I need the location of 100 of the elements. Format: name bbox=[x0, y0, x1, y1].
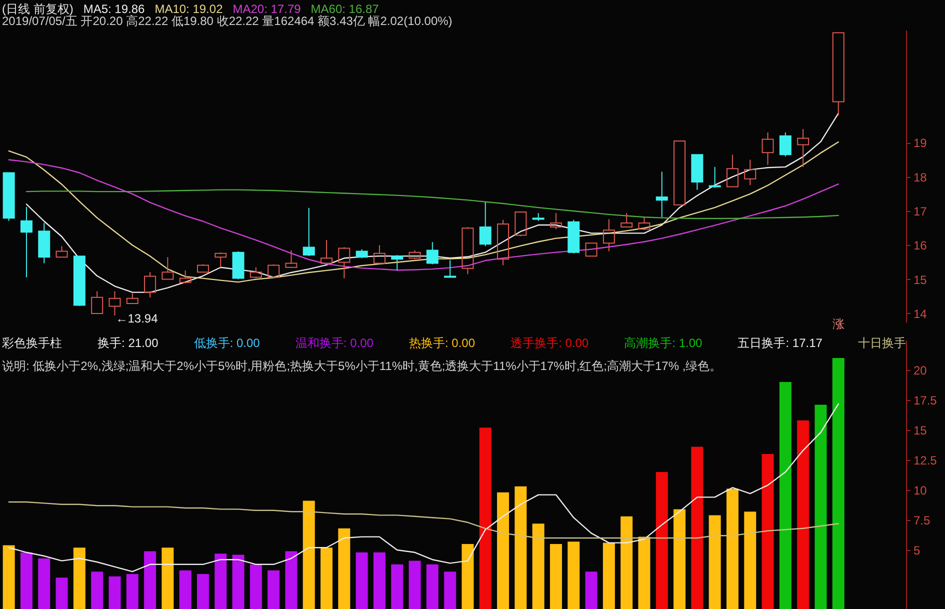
candlestick bbox=[620, 212, 633, 228]
candlestick bbox=[762, 132, 774, 166]
bar bbox=[20, 552, 32, 609]
bar bbox=[214, 554, 227, 609]
bar bbox=[620, 516, 633, 609]
text: 说明: 低换小于2%,浅绿;温和大于2%小于5%时,用粉色;热换大于5%小于11%时,黄色;透换大于11%小于17%时,红色;高潮大于17% ,绿色。 bbox=[2, 359, 722, 373]
bar bbox=[762, 454, 774, 609]
candlestick bbox=[126, 292, 138, 304]
text: MA10: 19.02 bbox=[154, 2, 224, 16]
bar bbox=[674, 509, 686, 609]
bar bbox=[585, 572, 598, 609]
text: 透手换手: 0.00 bbox=[510, 336, 589, 350]
y-tick-label: 14 bbox=[914, 306, 928, 321]
text: 热换手: 0.00 bbox=[408, 336, 476, 350]
bar bbox=[479, 428, 492, 609]
candlestick bbox=[674, 140, 686, 206]
y-tick-label: 15 bbox=[914, 424, 928, 438]
candlestick bbox=[832, 32, 844, 116]
bar bbox=[250, 564, 262, 609]
y-tick-label: 20 bbox=[914, 364, 928, 378]
bar bbox=[2, 545, 15, 609]
candlestick bbox=[602, 218, 615, 252]
bar bbox=[408, 560, 421, 609]
legend-label: 低换手: 0.00 bbox=[194, 336, 260, 350]
bar bbox=[444, 572, 456, 609]
bar bbox=[162, 548, 174, 609]
y-tick-label: 18 bbox=[914, 170, 928, 184]
text: MA20: 17.79 bbox=[232, 2, 302, 16]
y-tick-label: 19 bbox=[914, 136, 928, 150]
bar bbox=[708, 515, 721, 609]
candlestick bbox=[285, 250, 298, 268]
line-series bbox=[26, 112, 839, 293]
y-tick-label: 17 bbox=[914, 204, 928, 219]
bar bbox=[832, 358, 844, 609]
bar bbox=[320, 548, 333, 609]
line-series bbox=[8, 501, 839, 539]
candlestick bbox=[726, 154, 738, 188]
bar bbox=[462, 544, 474, 609]
bar bbox=[144, 551, 156, 609]
bar bbox=[108, 576, 121, 609]
y-tick-label: 5 bbox=[914, 544, 920, 558]
text: 十日换手 bbox=[858, 336, 906, 350]
bar bbox=[779, 382, 792, 609]
chart-title: (日线 前复权) bbox=[2, 2, 74, 16]
candlestick bbox=[656, 171, 668, 218]
candlestick bbox=[20, 206, 32, 278]
y-tick-label: 17.5 bbox=[914, 394, 938, 408]
y-tick-label: 16 bbox=[914, 238, 928, 253]
bar bbox=[179, 570, 192, 609]
bar bbox=[568, 542, 580, 609]
candlestick bbox=[56, 246, 68, 258]
bar bbox=[532, 524, 544, 609]
bar bbox=[691, 446, 704, 609]
bar bbox=[302, 500, 315, 609]
text: MA5: 19.86 bbox=[83, 2, 146, 16]
bar bbox=[514, 486, 527, 609]
text: 五日换手: 17.17 bbox=[738, 336, 823, 350]
bar bbox=[550, 544, 562, 609]
candlestick bbox=[444, 260, 456, 278]
bar bbox=[285, 551, 298, 609]
bar bbox=[426, 564, 438, 609]
bar bbox=[56, 578, 68, 609]
bar bbox=[656, 472, 668, 609]
chart-title: 彩色换手柱 bbox=[2, 336, 62, 350]
bar bbox=[744, 512, 756, 609]
annotation: 换手: 21.00 bbox=[98, 336, 159, 350]
bar bbox=[356, 552, 368, 609]
bar bbox=[126, 574, 138, 609]
candlestick bbox=[38, 222, 50, 264]
y-tick-label: 7.5 bbox=[914, 514, 931, 528]
line-series bbox=[8, 403, 839, 572]
candlestick bbox=[691, 154, 704, 190]
chart-subtitle: 2019/07/05/五 开20.20 高22.22 低19.80 收22.22 量162464 额3.43亿 幅2.02(10.00%) bbox=[2, 14, 452, 28]
bar bbox=[814, 404, 827, 609]
bar bbox=[338, 528, 350, 609]
bar bbox=[232, 554, 244, 609]
bar bbox=[196, 574, 209, 609]
bar bbox=[602, 542, 615, 609]
annotation: ←13.94 bbox=[116, 312, 158, 326]
y-tick-label: 12.5 bbox=[914, 454, 938, 468]
line-series bbox=[26, 189, 839, 220]
line-series bbox=[8, 159, 839, 271]
bar bbox=[497, 492, 510, 609]
bar bbox=[91, 572, 104, 609]
bar bbox=[391, 564, 404, 609]
candlestick bbox=[2, 172, 15, 222]
candlestick bbox=[162, 256, 174, 280]
bar bbox=[73, 548, 86, 609]
text: MA60: 16.87 bbox=[310, 2, 380, 16]
y-tick-label: 15 bbox=[914, 272, 928, 287]
line-series bbox=[8, 141, 839, 283]
candlestick bbox=[797, 128, 810, 168]
text: 高潮换手: 1.00 bbox=[624, 336, 703, 350]
bar bbox=[638, 536, 650, 609]
text: 温和换手: 0.00 bbox=[295, 336, 374, 350]
candlestick bbox=[585, 242, 598, 257]
annotation: 涨 bbox=[832, 317, 844, 331]
bar bbox=[38, 558, 50, 609]
bar bbox=[797, 420, 810, 609]
bar bbox=[726, 488, 738, 609]
